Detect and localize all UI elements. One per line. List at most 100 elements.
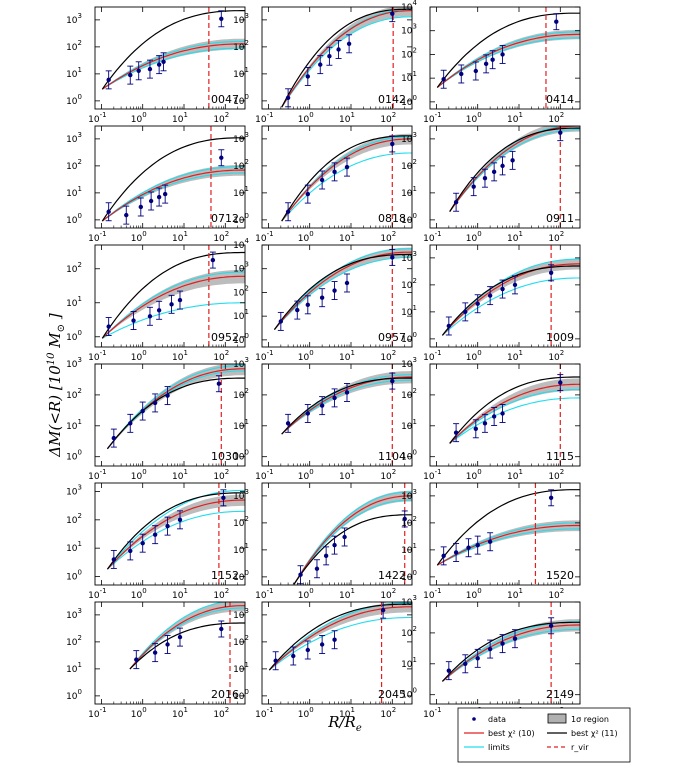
y-tick-exp: 0 [78, 329, 82, 337]
data-point-0952 [210, 257, 216, 263]
panel-plot-area [449, 364, 580, 466]
sigma-region-2016 [129, 602, 245, 669]
x-tick-label: 102 [380, 706, 396, 720]
y-tick-exp: 1 [245, 418, 249, 426]
sigma-region-2149 [442, 619, 580, 682]
y-tick-label: 102 [401, 277, 417, 291]
y-tick-base: 10 [233, 638, 245, 648]
y-tick-base: 10 [66, 43, 78, 53]
data-point-0414 [473, 68, 479, 74]
data-point-1009 [500, 286, 505, 292]
y-tick-base: 10 [401, 546, 413, 556]
data-point-0047 [136, 68, 141, 73]
y-tick-label: 103 [233, 12, 249, 26]
panel-plot-area [281, 126, 412, 228]
data-point-0414 [441, 77, 446, 82]
y-tick-label: 100 [66, 329, 82, 343]
data-point-1104 [390, 378, 395, 384]
x-axis-label: R/Re [327, 713, 362, 734]
limits-high-2016 [129, 602, 227, 670]
limits-low-0712 [101, 172, 245, 222]
y-tick-base: 10 [401, 573, 413, 583]
y-tick-label: 100 [66, 688, 82, 702]
panel-plot-area [436, 7, 580, 109]
y-tick-base: 10 [66, 391, 78, 401]
x-tick-base: 10 [213, 353, 225, 363]
x-tick-base: 10 [213, 710, 225, 720]
y-tick-exp: 1 [413, 656, 417, 664]
x-tick-label: 10-1 [255, 349, 273, 363]
data-point-0414 [483, 61, 489, 67]
x-tick-label: 101 [507, 230, 523, 244]
x-tick-base: 10 [548, 591, 560, 601]
x-tick-exp: 2 [560, 349, 564, 357]
best11-1152 [106, 492, 245, 570]
panel-plot-area [106, 364, 245, 466]
x-tick-base: 10 [172, 710, 184, 720]
y-tick-base: 10 [401, 98, 413, 108]
y-tick-label: 100 [233, 93, 249, 107]
limits-low-2045 [268, 616, 412, 671]
x-tick-label: 102 [213, 468, 229, 482]
data-point-0957 [332, 288, 337, 293]
y-tick-exp: 0 [78, 449, 82, 457]
x-tick-label: 100 [466, 111, 482, 125]
x-axis-label-main: R/R [327, 713, 356, 731]
best10-0414 [436, 33, 580, 88]
data-point-0712 [162, 191, 168, 197]
panel-label-1009: 1009 [546, 331, 574, 344]
best11-1115 [449, 376, 580, 444]
data-point-1115 [453, 430, 459, 435]
data-point-1115 [558, 380, 563, 385]
y-tick-label: 101 [401, 70, 417, 84]
x-tick-exp: 2 [225, 349, 229, 357]
x-tick-label: 10-1 [255, 111, 273, 125]
y-tick-base: 10 [233, 519, 245, 529]
x-tick-exp: 1 [350, 230, 354, 238]
x-tick-base: 10 [548, 353, 560, 363]
x-tick-base: 10 [131, 353, 143, 363]
data-point-0047 [106, 77, 111, 83]
x-tick-base: 10 [466, 472, 478, 482]
x-tick-exp: 0 [142, 706, 146, 714]
data-point-0142 [346, 41, 352, 47]
y-tick-exp: 1 [413, 70, 417, 78]
y-tick-base: 10 [401, 660, 413, 670]
y-tick-base: 10 [401, 3, 413, 13]
data-point-2149 [463, 661, 468, 666]
best10-0712 [101, 169, 245, 222]
y-tick-exp: 1 [78, 185, 82, 193]
data-point-2016 [219, 626, 224, 632]
y-tick-exp: 1 [78, 295, 82, 303]
panel-label-1030: 1030 [211, 450, 239, 463]
panel-frame-0952 [94, 244, 246, 348]
data-point-2045 [305, 647, 311, 653]
y-tick-base: 10 [401, 453, 413, 463]
x-tick-base: 10 [339, 710, 351, 720]
data-point-2016 [177, 634, 183, 640]
y-tick-base: 10 [401, 335, 413, 345]
best11-1520 [436, 489, 580, 566]
x-tick-base: 10 [255, 234, 267, 244]
panel-label-1152: 1152 [211, 569, 239, 582]
panel-label-1422: 1422 [378, 569, 406, 582]
data-point-0142 [318, 62, 323, 67]
x-tick-label: 100 [298, 468, 314, 482]
y-tick-label: 102 [401, 158, 417, 172]
x-tick-base: 10 [131, 710, 143, 720]
x-tick-exp: -1 [100, 706, 107, 714]
y-tick-exp: 0 [78, 93, 82, 101]
best11-0911 [449, 127, 580, 212]
y-tick-label: 103 [66, 356, 82, 370]
data-point-0957 [344, 280, 350, 286]
y-tick-exp: 2 [245, 515, 249, 523]
y-axis-label-close: ] [46, 313, 64, 320]
y-tick-exp: 0 [78, 212, 82, 220]
x-tick-exp: 0 [142, 111, 146, 119]
y-tick-exp: 3 [78, 356, 82, 364]
y-tick-label: 100 [233, 449, 249, 463]
